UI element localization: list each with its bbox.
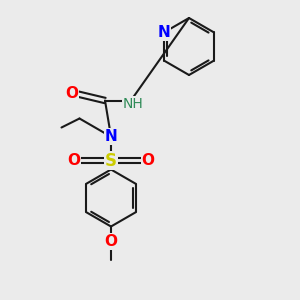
Text: N: N [158, 25, 171, 40]
Text: S: S [105, 152, 117, 169]
Text: NH: NH [123, 97, 144, 110]
Text: O: O [104, 234, 118, 249]
Text: O: O [68, 153, 81, 168]
Text: O: O [65, 85, 79, 100]
Text: N: N [105, 129, 117, 144]
Text: O: O [141, 153, 154, 168]
